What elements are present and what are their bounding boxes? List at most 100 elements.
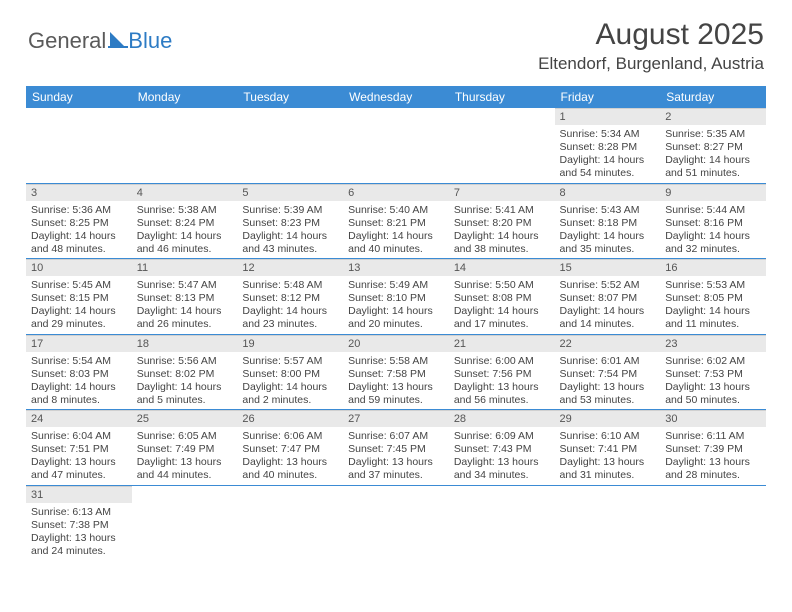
day-info: Sunrise: 6:01 AMSunset: 7:54 PMDaylight:… <box>555 352 661 410</box>
sunset-line: Sunset: 7:54 PM <box>560 368 656 381</box>
daylight-line: Daylight: 13 hours and 44 minutes. <box>137 456 233 482</box>
daylight-line: Daylight: 13 hours and 47 minutes. <box>31 456 127 482</box>
daylight-line: Daylight: 13 hours and 37 minutes. <box>348 456 444 482</box>
calendar-cell: 15Sunrise: 5:52 AMSunset: 8:07 PMDayligh… <box>555 259 661 335</box>
sunrise-line: Sunrise: 5:58 AM <box>348 355 444 368</box>
calendar-cell: 12Sunrise: 5:48 AMSunset: 8:12 PMDayligh… <box>237 259 343 335</box>
calendar-cell <box>26 108 132 183</box>
sunrise-line: Sunrise: 5:34 AM <box>560 128 656 141</box>
day-info: Sunrise: 6:04 AMSunset: 7:51 PMDaylight:… <box>26 427 132 485</box>
weekday-header: Tuesday <box>237 86 343 108</box>
calendar-cell: 1Sunrise: 5:34 AMSunset: 8:28 PMDaylight… <box>555 108 661 183</box>
day-number: 13 <box>343 259 449 276</box>
logo-sail-icon <box>108 30 128 48</box>
day-number: 19 <box>237 335 343 352</box>
day-info: Sunrise: 5:35 AMSunset: 8:27 PMDaylight:… <box>660 125 766 183</box>
day-number: 5 <box>237 184 343 201</box>
daylight-line: Daylight: 14 hours and 40 minutes. <box>348 230 444 256</box>
calendar-cell: 16Sunrise: 5:53 AMSunset: 8:05 PMDayligh… <box>660 259 766 335</box>
weekday-header: Monday <box>132 86 238 108</box>
day-info: Sunrise: 5:56 AMSunset: 8:02 PMDaylight:… <box>132 352 238 410</box>
sunrise-line: Sunrise: 5:36 AM <box>31 204 127 217</box>
sunset-line: Sunset: 8:18 PM <box>560 217 656 230</box>
sunset-line: Sunset: 7:58 PM <box>348 368 444 381</box>
sunset-line: Sunset: 8:20 PM <box>454 217 550 230</box>
daylight-line: Daylight: 14 hours and 32 minutes. <box>665 230 761 256</box>
day-info: Sunrise: 5:49 AMSunset: 8:10 PMDaylight:… <box>343 276 449 334</box>
daylight-line: Daylight: 13 hours and 28 minutes. <box>665 456 761 482</box>
day-info: Sunrise: 5:58 AMSunset: 7:58 PMDaylight:… <box>343 352 449 410</box>
day-number: 27 <box>343 410 449 427</box>
day-info: Sunrise: 5:48 AMSunset: 8:12 PMDaylight:… <box>237 276 343 334</box>
sunrise-line: Sunrise: 6:05 AM <box>137 430 233 443</box>
weekday-header: Sunday <box>26 86 132 108</box>
day-number: 1 <box>555 108 661 125</box>
calendar-table: Sunday Monday Tuesday Wednesday Thursday… <box>26 86 766 560</box>
sunset-line: Sunset: 8:02 PM <box>137 368 233 381</box>
daylight-line: Daylight: 14 hours and 48 minutes. <box>31 230 127 256</box>
day-info: Sunrise: 6:13 AMSunset: 7:38 PMDaylight:… <box>26 503 132 561</box>
calendar-cell: 19Sunrise: 5:57 AMSunset: 8:00 PMDayligh… <box>237 334 343 410</box>
sunset-line: Sunset: 8:23 PM <box>242 217 338 230</box>
calendar-cell: 20Sunrise: 5:58 AMSunset: 7:58 PMDayligh… <box>343 334 449 410</box>
sunrise-line: Sunrise: 6:13 AM <box>31 506 127 519</box>
sunset-line: Sunset: 8:28 PM <box>560 141 656 154</box>
calendar-cell: 3Sunrise: 5:36 AMSunset: 8:25 PMDaylight… <box>26 183 132 259</box>
day-number: 4 <box>132 184 238 201</box>
title-block: August 2025 Eltendorf, Burgenland, Austr… <box>538 18 764 74</box>
logo-text-2: Blue <box>128 28 172 54</box>
daylight-line: Daylight: 14 hours and 35 minutes. <box>560 230 656 256</box>
day-info: Sunrise: 5:52 AMSunset: 8:07 PMDaylight:… <box>555 276 661 334</box>
day-number: 15 <box>555 259 661 276</box>
sunset-line: Sunset: 8:07 PM <box>560 292 656 305</box>
sunset-line: Sunset: 7:51 PM <box>31 443 127 456</box>
calendar-cell: 2Sunrise: 5:35 AMSunset: 8:27 PMDaylight… <box>660 108 766 183</box>
sunset-line: Sunset: 8:21 PM <box>348 217 444 230</box>
daylight-line: Daylight: 14 hours and 2 minutes. <box>242 381 338 407</box>
calendar-cell: 14Sunrise: 5:50 AMSunset: 8:08 PMDayligh… <box>449 259 555 335</box>
day-info: Sunrise: 6:00 AMSunset: 7:56 PMDaylight:… <box>449 352 555 410</box>
calendar-cell: 21Sunrise: 6:00 AMSunset: 7:56 PMDayligh… <box>449 334 555 410</box>
daylight-line: Daylight: 14 hours and 17 minutes. <box>454 305 550 331</box>
day-info: Sunrise: 5:47 AMSunset: 8:13 PMDaylight:… <box>132 276 238 334</box>
day-info: Sunrise: 5:39 AMSunset: 8:23 PMDaylight:… <box>237 201 343 259</box>
location: Eltendorf, Burgenland, Austria <box>538 54 764 74</box>
calendar-row: 31Sunrise: 6:13 AMSunset: 7:38 PMDayligh… <box>26 485 766 560</box>
day-info: Sunrise: 6:05 AMSunset: 7:49 PMDaylight:… <box>132 427 238 485</box>
daylight-line: Daylight: 13 hours and 56 minutes. <box>454 381 550 407</box>
daylight-line: Daylight: 14 hours and 8 minutes. <box>31 381 127 407</box>
sunrise-line: Sunrise: 5:50 AM <box>454 279 550 292</box>
day-info: Sunrise: 5:53 AMSunset: 8:05 PMDaylight:… <box>660 276 766 334</box>
calendar-cell <box>660 485 766 560</box>
calendar-cell: 22Sunrise: 6:01 AMSunset: 7:54 PMDayligh… <box>555 334 661 410</box>
daylight-line: Daylight: 13 hours and 59 minutes. <box>348 381 444 407</box>
sunset-line: Sunset: 8:16 PM <box>665 217 761 230</box>
sunset-line: Sunset: 8:00 PM <box>242 368 338 381</box>
daylight-line: Daylight: 13 hours and 53 minutes. <box>560 381 656 407</box>
sunrise-line: Sunrise: 6:02 AM <box>665 355 761 368</box>
day-info: Sunrise: 5:57 AMSunset: 8:00 PMDaylight:… <box>237 352 343 410</box>
weekday-header: Saturday <box>660 86 766 108</box>
calendar-cell: 31Sunrise: 6:13 AMSunset: 7:38 PMDayligh… <box>26 485 132 560</box>
calendar-row: 17Sunrise: 5:54 AMSunset: 8:03 PMDayligh… <box>26 334 766 410</box>
sunrise-line: Sunrise: 5:48 AM <box>242 279 338 292</box>
sunrise-line: Sunrise: 5:57 AM <box>242 355 338 368</box>
logo-text-1: General <box>28 28 106 54</box>
weekday-header: Friday <box>555 86 661 108</box>
sunset-line: Sunset: 7:43 PM <box>454 443 550 456</box>
daylight-line: Daylight: 13 hours and 34 minutes. <box>454 456 550 482</box>
day-number: 6 <box>343 184 449 201</box>
day-info: Sunrise: 6:11 AMSunset: 7:39 PMDaylight:… <box>660 427 766 485</box>
calendar-cell <box>449 108 555 183</box>
sunrise-line: Sunrise: 5:38 AM <box>137 204 233 217</box>
sunset-line: Sunset: 8:13 PM <box>137 292 233 305</box>
sunrise-line: Sunrise: 6:04 AM <box>31 430 127 443</box>
day-number: 3 <box>26 184 132 201</box>
sunrise-line: Sunrise: 5:40 AM <box>348 204 444 217</box>
day-number: 31 <box>26 486 132 503</box>
calendar-cell: 26Sunrise: 6:06 AMSunset: 7:47 PMDayligh… <box>237 410 343 486</box>
calendar-cell: 7Sunrise: 5:41 AMSunset: 8:20 PMDaylight… <box>449 183 555 259</box>
month-title: August 2025 <box>538 18 764 52</box>
sunset-line: Sunset: 8:15 PM <box>31 292 127 305</box>
day-info: Sunrise: 6:02 AMSunset: 7:53 PMDaylight:… <box>660 352 766 410</box>
